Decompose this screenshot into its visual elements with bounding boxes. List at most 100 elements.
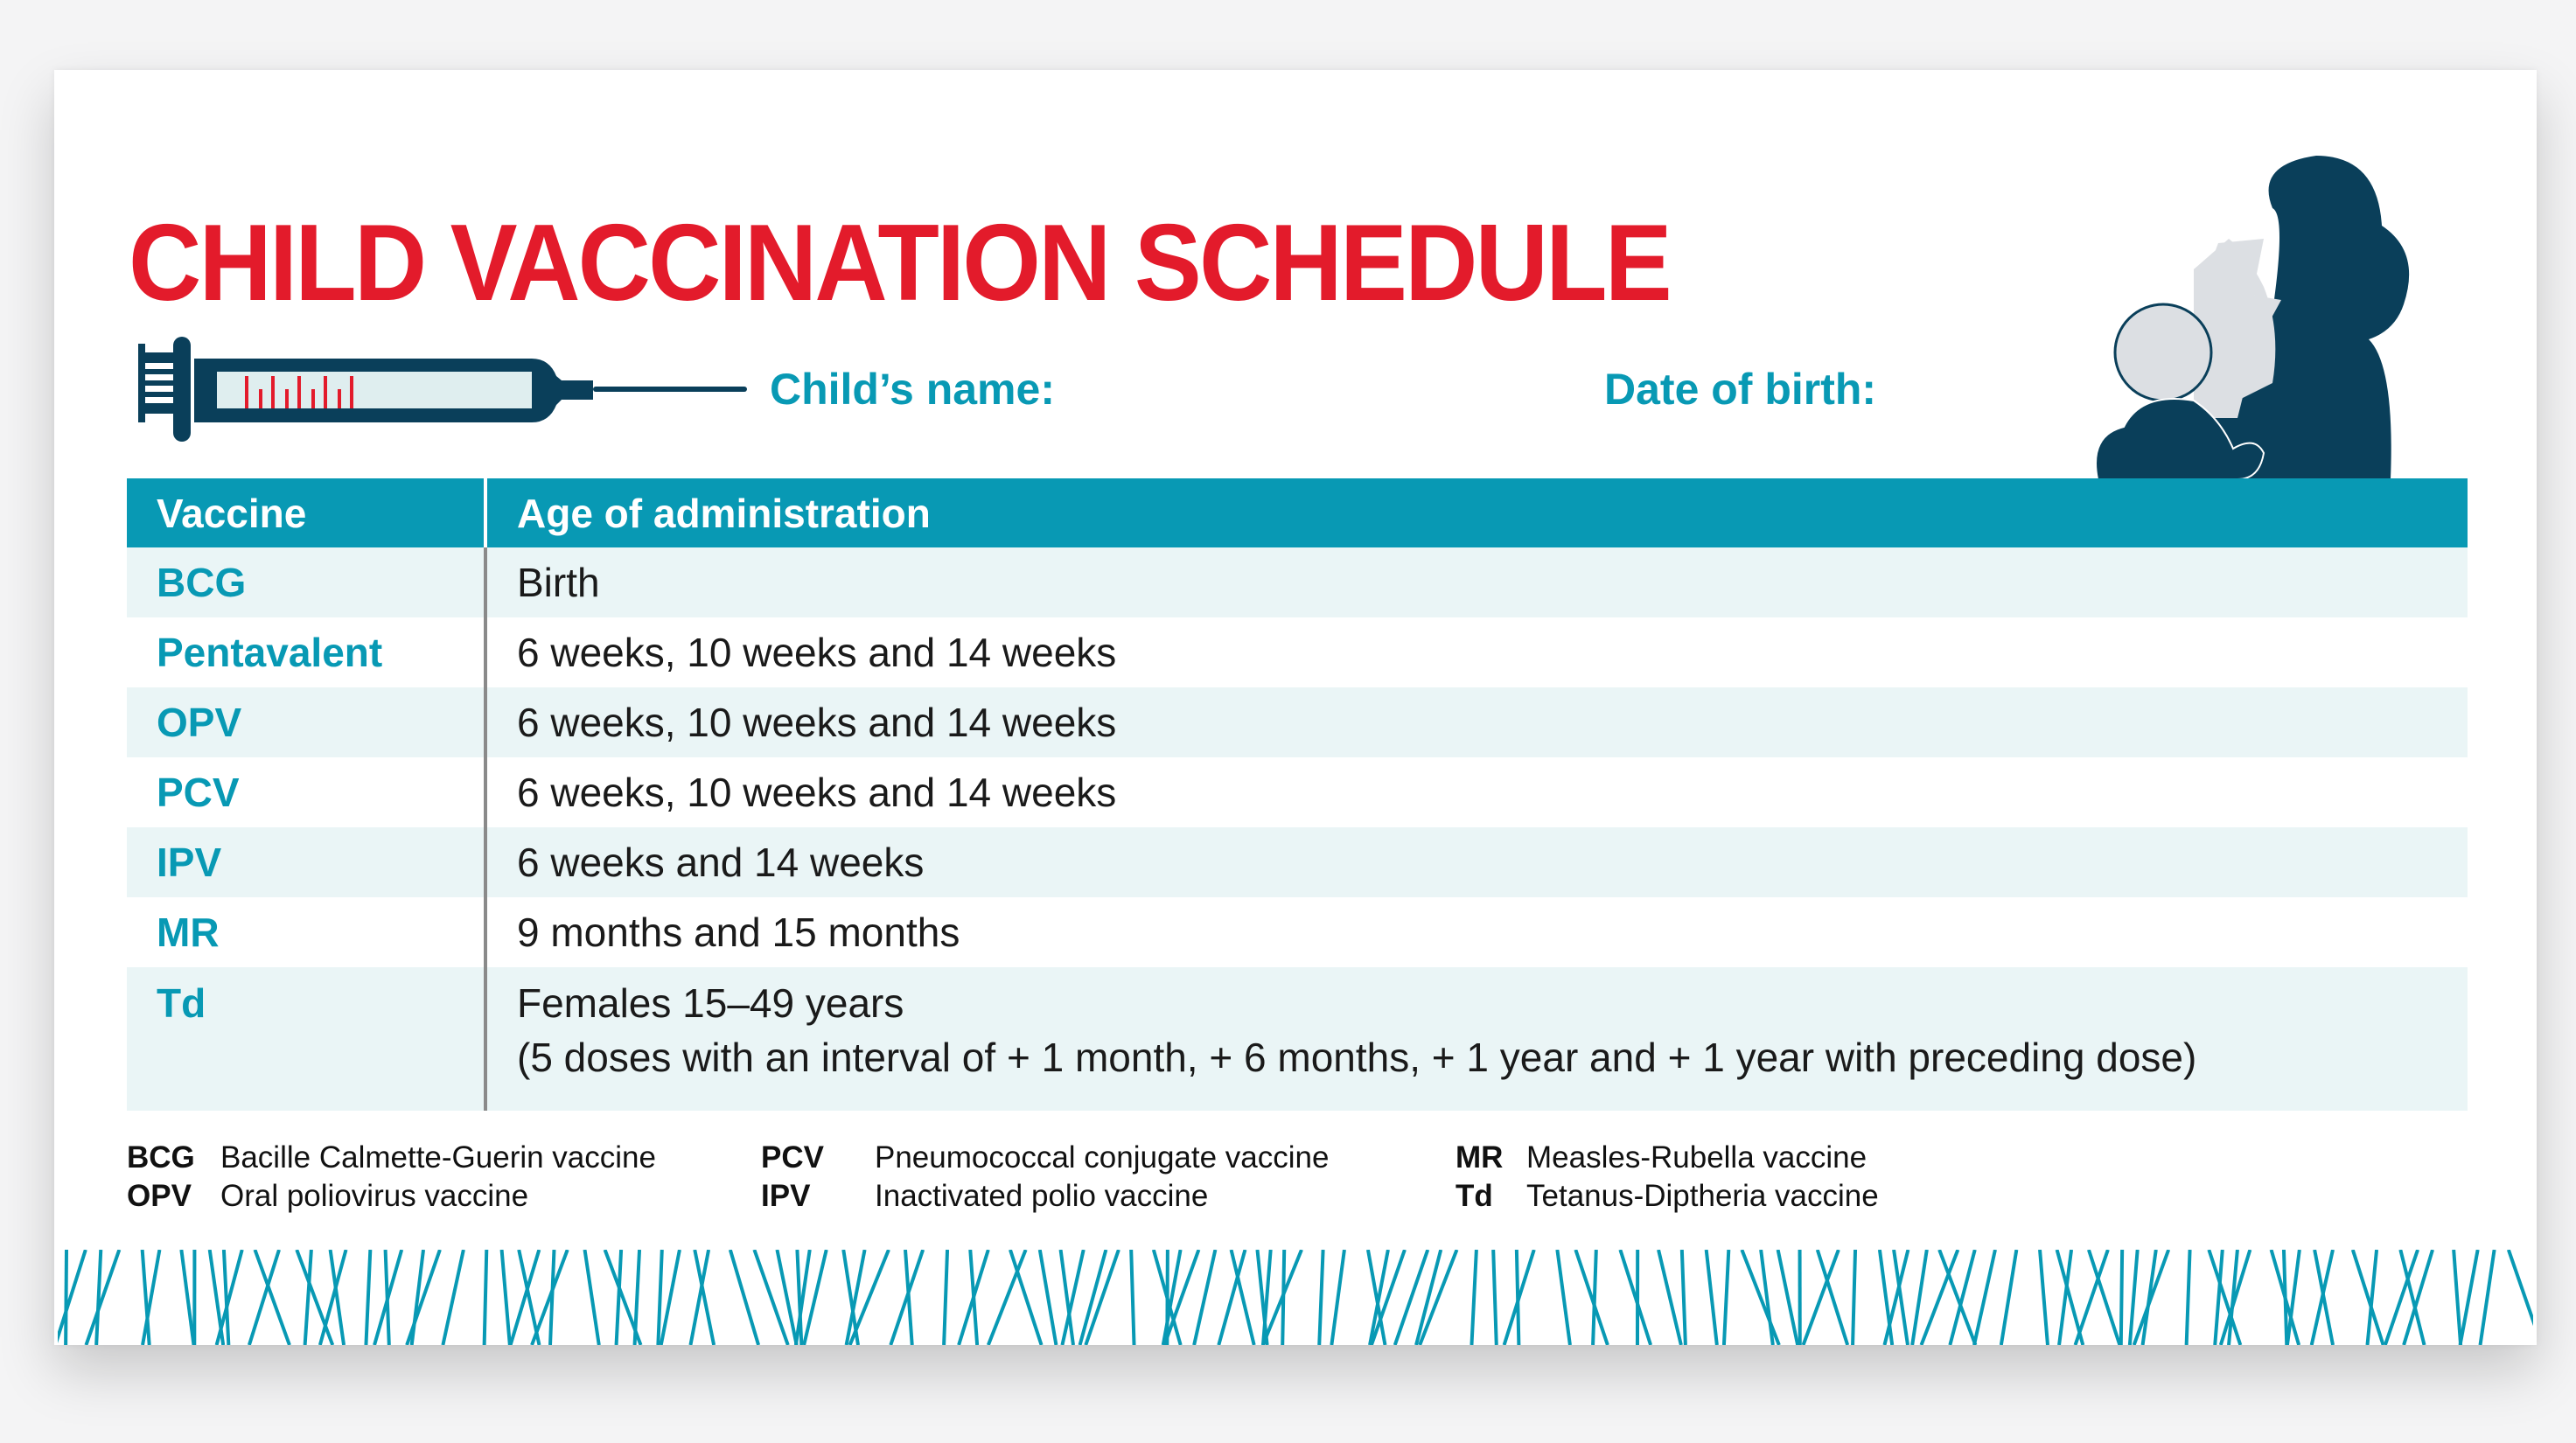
dose-note: (5 doses with an interval of + 1 month, … <box>517 1035 2197 1080</box>
pattern-line <box>802 1250 828 1345</box>
pattern-line <box>2227 1250 2239 1345</box>
vaccine-name: OPV <box>127 687 487 757</box>
age-of-administration: Females 15–49 years (5 doses with an inte… <box>485 967 2468 1111</box>
pattern-line <box>364 1250 373 1345</box>
legend-abbr: IPV <box>761 1179 811 1213</box>
pattern-line <box>795 1250 804 1345</box>
vaccine-name: Td <box>127 967 487 1111</box>
pattern-line <box>441 1250 465 1345</box>
pattern-line <box>614 1250 624 1345</box>
pattern-line <box>1815 1250 1850 1345</box>
pattern-line <box>1574 1250 1609 1345</box>
pattern-line <box>1801 1250 1840 1345</box>
pattern-line <box>1937 1250 1978 1345</box>
pattern-line <box>1972 1250 1997 1345</box>
pattern-line <box>2132 1250 2171 1345</box>
pattern-line <box>1418 1250 1459 1345</box>
pattern-line <box>2402 1250 2434 1345</box>
pattern-line <box>1229 1250 1256 1345</box>
pattern-line <box>295 1250 335 1345</box>
pattern-line <box>221 1250 231 1345</box>
pattern-line <box>2207 1250 2243 1345</box>
legend-abbr: Td <box>1456 1179 1493 1213</box>
pattern-line <box>1060 1250 1086 1345</box>
pattern-line <box>1591 1250 1598 1345</box>
pattern-line <box>2119 1250 2125 1345</box>
pattern-line <box>986 1250 1028 1345</box>
pattern-line <box>1084 1250 1120 1345</box>
pattern-line <box>328 1250 346 1345</box>
legend-item: BCG Bacille Calmette-Guerin vaccine <box>127 1139 656 1177</box>
legend-abbr: BCG <box>127 1140 195 1175</box>
vaccine-name: PCV <box>127 757 487 827</box>
syringe-icon <box>138 337 747 442</box>
table-row: Td Females 15–49 years (5 doses with an in… <box>127 967 2468 1111</box>
pattern-line <box>1317 1250 1325 1345</box>
table-row: BCG Birth <box>127 547 2468 617</box>
pattern-line <box>889 1250 925 1345</box>
age-of-administration: Birth <box>485 547 2468 617</box>
pattern-line <box>94 1250 103 1345</box>
age-of-administration: 9 months and 15 months <box>517 910 960 955</box>
legend-desc: Inactivated polio vaccine <box>875 1179 1209 1213</box>
pattern-line <box>942 1250 950 1345</box>
pattern-line <box>2285 1250 2301 1345</box>
pattern-line <box>318 1250 348 1345</box>
pattern-line <box>499 1250 512 1345</box>
pattern-line <box>752 1250 790 1345</box>
pattern-line <box>2127 1250 2140 1345</box>
age-of-administration: 6 weeks, 10 weeks and 14 weeks <box>485 687 2468 757</box>
age-text: Females 15–49 years <box>517 980 904 1026</box>
pattern-line <box>508 1250 541 1345</box>
pattern-line <box>2073 1250 2110 1345</box>
pattern-line <box>1555 1250 1572 1345</box>
pattern-line <box>793 1250 812 1345</box>
pattern-line <box>2458 1250 2480 1345</box>
page-title: CHILD VACCINATION SCHEDULE <box>129 203 1672 324</box>
pattern-line <box>583 1250 601 1345</box>
vaccine-name: IPV <box>127 827 487 897</box>
pattern-line <box>58 1250 87 1343</box>
pattern-line <box>1161 1250 1183 1345</box>
pattern-line <box>2184 1250 2192 1345</box>
legend-item: IPV Inactivated polio vaccine <box>761 1177 1329 1216</box>
pattern-line <box>1721 1250 1731 1345</box>
vaccine-name: MR <box>127 897 487 967</box>
legend-desc: Bacille Calmette-Guerin vaccine <box>220 1140 656 1175</box>
pattern-line <box>1919 1250 1960 1345</box>
legend-item: MR Measles-Rubella vaccine <box>1456 1139 1879 1177</box>
pattern-line <box>2350 1250 2385 1345</box>
table-header-row: Vaccine Age of administration <box>127 478 2468 547</box>
table-row: IPV 6 weeks and 14 weeks <box>127 827 2468 897</box>
pattern-line <box>253 1250 291 1345</box>
pattern-line <box>1740 1250 1781 1345</box>
date-of-birth-label: Date of birth: <box>1604 365 1877 414</box>
pattern-line <box>1877 1250 1895 1345</box>
pattern-line <box>1078 1250 1108 1345</box>
pattern-line <box>2383 1250 2419 1345</box>
pattern-line <box>656 1250 664 1345</box>
pattern-line <box>688 1250 711 1345</box>
pattern-line <box>1892 1250 1909 1345</box>
pattern-line <box>1776 1250 1800 1345</box>
pattern-line <box>141 1250 162 1345</box>
pattern-line <box>1657 1250 1683 1345</box>
table-row: Pentavalent 6 weeks, 10 weeks and 14 week… <box>127 617 2468 687</box>
vaccination-table: Vaccine Age of administration BCG Birth P… <box>127 478 2468 1111</box>
pattern-line <box>1502 1250 1536 1345</box>
pattern-line <box>1491 1250 1498 1345</box>
pattern-line <box>1260 1250 1273 1345</box>
pattern-line <box>2087 1250 2122 1345</box>
pattern-line <box>1217 1250 1247 1345</box>
pattern-line <box>373 1250 404 1345</box>
pattern-line <box>2365 1250 2379 1345</box>
pattern-line <box>140 1250 151 1345</box>
legend-column-1: BCG Bacille Calmette-Guerin vaccine OPV Or… <box>127 1139 656 1216</box>
pattern-line <box>957 1250 990 1345</box>
legend-column-2: PCV Pneumococcal conjugate vaccine IPV Ina… <box>761 1139 1329 1216</box>
legend-item: OPV Oral poliovirus vaccine <box>127 1177 656 1216</box>
pattern-line <box>1393 1250 1430 1345</box>
pattern-line <box>2452 1250 2463 1345</box>
pattern-line <box>1370 1250 1407 1345</box>
pattern-line <box>530 1250 569 1345</box>
